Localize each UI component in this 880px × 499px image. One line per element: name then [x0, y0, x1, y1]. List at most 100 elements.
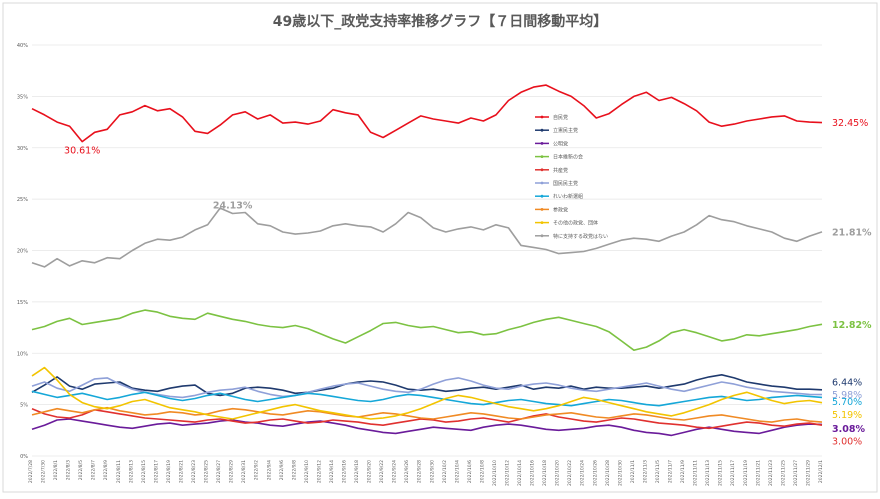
- x-tick-label: 2022/8/21: [178, 460, 184, 483]
- series-lines: [31, 84, 823, 437]
- y-tick-label: 15%: [17, 300, 28, 306]
- x-tick-label: 2022/11/1: [630, 460, 636, 483]
- y-tick-label: 25%: [17, 197, 28, 203]
- legend-label: れいわ新選組: [553, 193, 583, 200]
- x-tick-label: 2022/11/3: [642, 460, 648, 483]
- peak-value-label: 30.61%: [64, 146, 100, 157]
- series-line: [31, 309, 823, 352]
- x-tick-label: 2022/9/24: [392, 460, 398, 483]
- x-tick-label: 2022/10/26: [592, 460, 598, 486]
- x-tick-label: 2022/11/9: [680, 460, 686, 483]
- x-tick-label: 2022/8/19: [166, 460, 172, 483]
- x-tick-label: 2022/11/15: [718, 460, 724, 486]
- legend-marker: [540, 155, 544, 159]
- series-line: [31, 418, 823, 437]
- x-tick-label: 2022/11/21: [755, 460, 761, 486]
- series-line: [31, 406, 823, 423]
- x-tick-label: 2022/8/31: [241, 460, 247, 483]
- x-tick-label: 2022/11/13: [705, 460, 711, 486]
- end-value-label: 5.70%: [832, 397, 862, 408]
- legend-label: 共産党: [553, 167, 568, 174]
- x-tick-label: 2022/10/4: [454, 460, 460, 483]
- x-tick-label: 2022/9/30: [429, 460, 435, 483]
- legend-label: 日本維新の会: [553, 154, 583, 161]
- end-value-label: 3.00%: [832, 437, 862, 448]
- x-tick-label: 2022/11/25: [780, 460, 786, 486]
- x-tick-label: 2022/10/16: [530, 460, 536, 486]
- x-tick-label: 2022/9/4: [266, 460, 272, 480]
- x-tick-label: 2022/10/14: [517, 460, 523, 486]
- x-tick-label: 2022/9/28: [417, 460, 423, 483]
- x-tick-label: 2022/7/30: [41, 460, 47, 483]
- x-tick-label: 2022/8/15: [141, 460, 147, 483]
- x-tick-label: 2022/9/8: [291, 460, 297, 480]
- x-tick-label: 2022/11/19: [743, 460, 749, 486]
- x-tick-label: 2022/9/26: [404, 460, 410, 483]
- x-tick-label: 2022/10/18: [542, 460, 548, 486]
- data-labels: 32.45%30.61%6.44%3.08%12.82%3.00%5.98%5.…: [64, 118, 872, 448]
- end-value-label: 21.81%: [832, 227, 872, 238]
- x-tick-label: 2022/10/28: [605, 460, 611, 486]
- x-tick-label: 2022/10/10: [492, 460, 498, 486]
- x-axis: 2022/7/28 2022/7/30 2022/8/1 2022/8/3 2022/8…: [28, 460, 824, 486]
- y-tick-label: 10%: [17, 351, 28, 357]
- x-tick-label: 2022/9/12: [316, 460, 322, 483]
- series-line: [31, 407, 823, 430]
- x-tick-label: 2022/9/18: [354, 460, 360, 483]
- legend: 自民党立憲民主党公明党日本維新の会共産党国民民主党れいわ新選組参政党その他の政党…: [535, 114, 608, 240]
- x-tick-label: 2022/9/22: [379, 460, 385, 483]
- x-tick-label: 2022/8/3: [66, 460, 72, 480]
- x-tick-label: 2022/8/27: [216, 460, 222, 483]
- x-tick-label: 2022/8/13: [128, 460, 134, 483]
- x-tick-label: 2022/8/1: [53, 460, 59, 480]
- x-tick-label: 2022/11/27: [793, 460, 799, 486]
- x-tick-label: 2022/10/24: [580, 460, 586, 486]
- legend-marker: [540, 181, 544, 185]
- x-tick-label: 2022/11/5: [655, 460, 661, 483]
- y-tick-label: 35%: [17, 94, 28, 100]
- x-tick-label: 2022/9/14: [329, 460, 335, 483]
- legend-label: 立憲民主党: [553, 127, 578, 134]
- y-tick-label: 40%: [17, 43, 28, 49]
- x-tick-label: 2022/9/2: [254, 460, 260, 480]
- x-tick-label: 2022/8/23: [191, 460, 197, 483]
- legend-label: 自民党: [553, 114, 568, 121]
- x-tick-label: 2022/10/12: [505, 460, 511, 486]
- x-tick-label: 2022/11/29: [805, 460, 811, 486]
- x-tick-label: 2022/10/8: [479, 460, 485, 483]
- legend-label: 特に支持する政党はない: [553, 233, 608, 240]
- x-tick-label: 2022/11/23: [768, 460, 774, 486]
- peak-value-label: 24.13%: [213, 201, 253, 212]
- gridlines: [32, 44, 822, 457]
- legend-label: 国民民主党: [553, 180, 578, 187]
- x-tick-label: 2022/9/10: [304, 460, 310, 483]
- legend-marker: [540, 234, 544, 238]
- x-tick-label: 2022/10/30: [617, 460, 623, 486]
- end-value-label: 3.08%: [832, 424, 865, 435]
- x-tick-label: 2022/8/29: [229, 460, 235, 483]
- end-value-label: 5.19%: [832, 410, 862, 421]
- x-tick-label: 2022/10/6: [467, 460, 473, 483]
- legend-label: その他の政党、団体: [553, 220, 598, 227]
- legend-marker: [540, 168, 544, 172]
- x-tick-label: 2022/9/16: [341, 460, 347, 483]
- x-tick-label: 2022/9/6: [279, 460, 285, 480]
- x-tick-label: 2022/10/20: [555, 460, 561, 486]
- chart-border: [2, 2, 878, 493]
- legend-label: 公明党: [553, 140, 568, 147]
- x-tick-label: 2022/8/9: [103, 460, 109, 480]
- end-value-label: 5.98%: [832, 390, 862, 401]
- x-tick-label: 2022/8/11: [116, 460, 122, 483]
- legend-marker: [540, 208, 544, 211]
- x-tick-label: 2022/8/7: [91, 460, 97, 480]
- x-tick-label: 2022/8/17: [153, 460, 159, 483]
- end-value-label: 12.82%: [832, 320, 872, 331]
- y-tick-label: 0%: [20, 454, 28, 460]
- x-tick-label: 2022/11/11: [693, 460, 699, 486]
- x-tick-label: 2022/10/22: [567, 460, 573, 486]
- x-tick-label: 2022/8/5: [78, 460, 84, 480]
- series-line: [31, 207, 823, 268]
- y-axis: 0% 5% 10% 15% 20% 25% 30% 35% 40%: [17, 43, 28, 460]
